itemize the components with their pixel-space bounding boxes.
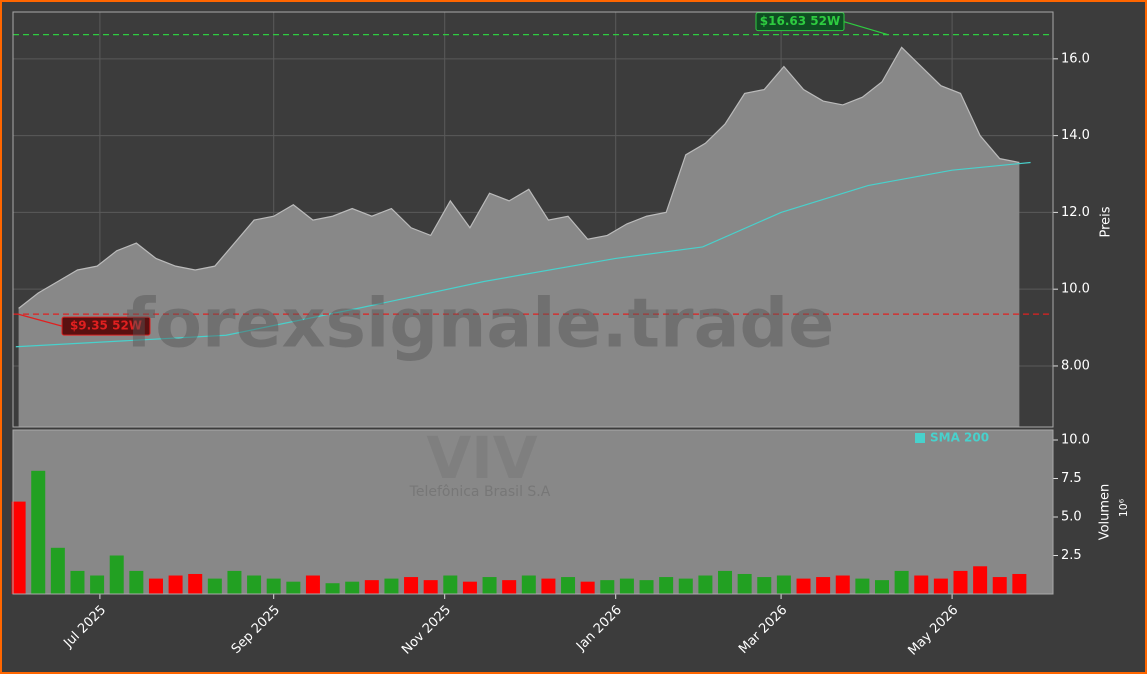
- volume-bar: [482, 577, 497, 594]
- volume-bar: [1012, 573, 1027, 594]
- volume-bar: [11, 501, 26, 594]
- volume-bar: [50, 547, 65, 594]
- volume-bar: [619, 578, 634, 594]
- volume-bar: [286, 581, 301, 594]
- volume-bar: [914, 575, 929, 594]
- volume-bar: [737, 573, 752, 594]
- y-tick-label: 8.00: [1061, 358, 1090, 373]
- y-tick-label: 10.0: [1061, 282, 1090, 297]
- volume-bar: [188, 573, 203, 594]
- price-area: [18, 47, 1020, 427]
- volume-panel: [13, 430, 1053, 594]
- volume-bar: [247, 575, 262, 594]
- price-line: [18, 46, 1020, 309]
- annotation: $16.63 52W: [760, 14, 840, 28]
- volume-frame: [12, 429, 1054, 595]
- volume-bar: [266, 578, 281, 594]
- volume-bar: [148, 578, 163, 594]
- volume-bar: [462, 581, 477, 594]
- volume-bar: [129, 570, 144, 594]
- volume-bar: [31, 470, 46, 594]
- volume-bar: [502, 580, 517, 594]
- y-tick-label: 10.0: [1061, 433, 1090, 448]
- volume-bar: [698, 575, 713, 594]
- volume-bar: [757, 577, 772, 594]
- volume-bar: [678, 578, 693, 594]
- volume-bar: [718, 570, 733, 594]
- legend-swatch: [915, 433, 925, 443]
- volume-bar: [364, 580, 379, 594]
- y-tick-label: 2.5: [1061, 548, 1082, 563]
- volume-bar: [894, 570, 909, 594]
- volume-bar: [305, 575, 320, 594]
- volume-bar: [521, 575, 536, 594]
- volume-scale-label: 10⁶: [1117, 498, 1130, 517]
- sma-line: [15, 161, 1031, 348]
- volume-bar: [70, 570, 85, 594]
- y-tick-label: 12.0: [1061, 205, 1090, 220]
- volume-bar: [992, 577, 1007, 594]
- volume-bar: [600, 580, 615, 594]
- volume-bar: [639, 580, 654, 594]
- volume-bar: [580, 581, 595, 594]
- y-tick-label: 16.0: [1061, 51, 1090, 66]
- volume-bar: [933, 578, 948, 594]
- symbol-watermark: VIV: [426, 424, 537, 492]
- volume-bar: [227, 570, 242, 594]
- price-axis-label: Preis: [1099, 206, 1114, 237]
- company-watermark: Telefônica Brasil S.A: [409, 484, 551, 500]
- volume-bar: [109, 555, 124, 594]
- volume-bar: [384, 578, 399, 594]
- volume-bar: [776, 575, 791, 594]
- volume-bar: [423, 580, 438, 594]
- volume-bar: [345, 581, 360, 594]
- volume-bar: [443, 575, 458, 594]
- volume-bar: [855, 578, 870, 594]
- volume-bar: [561, 577, 576, 594]
- volume-bar: [816, 577, 831, 594]
- volume-bar: [835, 575, 850, 594]
- price-frame: [12, 11, 1054, 428]
- volume-bar: [875, 580, 890, 594]
- volume-axis-label: Volumen: [1098, 484, 1113, 541]
- volume-bar: [659, 577, 674, 594]
- legend-label: SMA 200: [930, 431, 989, 445]
- annotation-arrow: [843, 21, 889, 36]
- y-tick-label: 14.0: [1061, 128, 1090, 143]
- annotation-arrow: [17, 313, 63, 327]
- volume-bar: [953, 570, 968, 594]
- volume-bar: [796, 578, 811, 594]
- volume-bar: [168, 575, 183, 594]
- volume-bar: [90, 575, 105, 594]
- volume-bar: [325, 583, 340, 594]
- watermark: forexsignale.trade: [126, 285, 835, 364]
- volume-bar: [973, 566, 988, 594]
- y-tick-label: 7.5: [1061, 471, 1082, 486]
- volume-bar: [404, 577, 419, 594]
- annotation: $9.35 52W: [70, 319, 142, 333]
- volume-bar: [207, 578, 222, 594]
- volume-bar: [541, 578, 556, 594]
- y-tick-label: 5.0: [1061, 510, 1082, 525]
